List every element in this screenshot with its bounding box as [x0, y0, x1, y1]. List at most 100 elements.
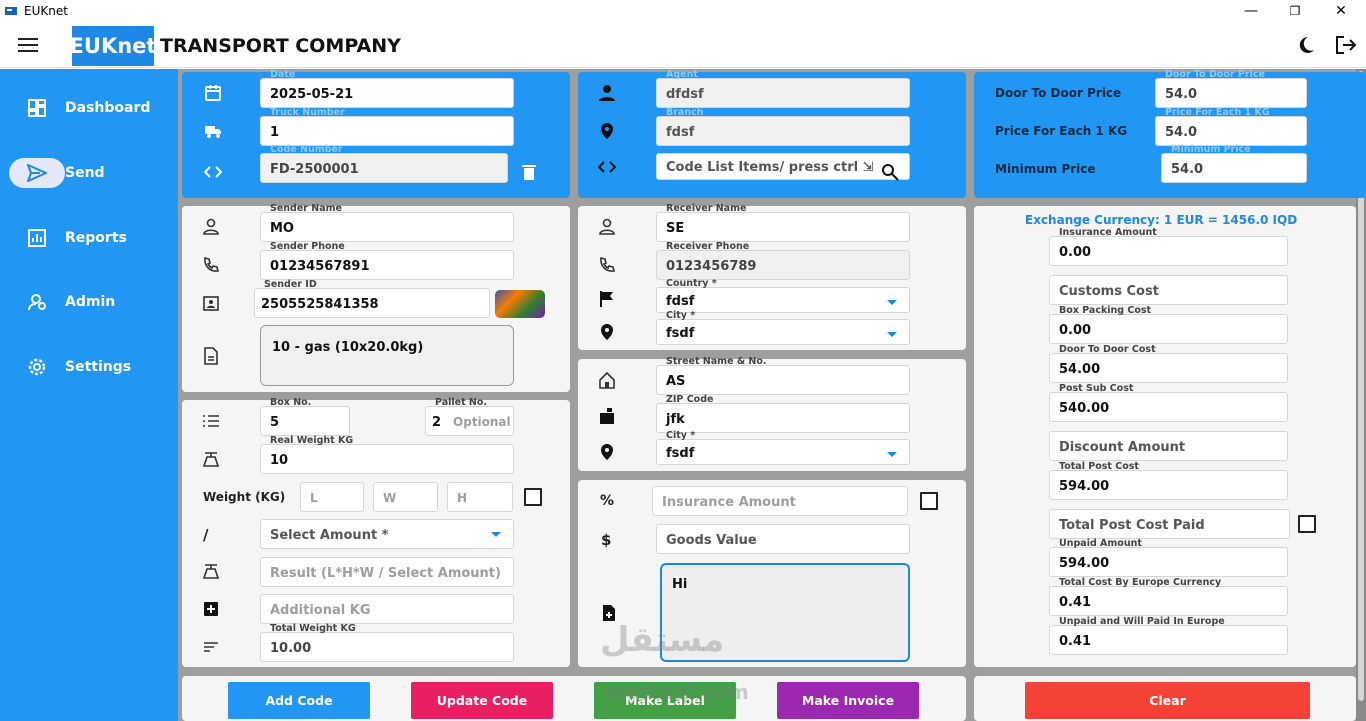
width-input[interactable]: W [373, 482, 438, 512]
notes-textarea[interactable]: Hi [660, 563, 910, 662]
kg-price-field[interactable]: Price For Each 1 KG 54.0 [1155, 108, 1307, 146]
logout-icon[interactable] [1335, 35, 1357, 55]
scale-icon [202, 564, 220, 579]
search-icon[interactable] [881, 163, 899, 181]
person-icon [599, 85, 615, 101]
watermark: مستقل [600, 620, 725, 660]
kg-price-label: Price For Each 1 KG [995, 124, 1128, 138]
receiver-city-select[interactable]: City * fsdf [656, 311, 910, 345]
id-card-icon [203, 296, 219, 311]
pallet-number-field[interactable]: Pallet No. 2 Optional [425, 398, 514, 436]
sender-id-image[interactable] [495, 290, 545, 318]
code-list-search[interactable]: Code List Items/ press ctrl ⇲ [656, 153, 910, 181]
dark-mode-icon[interactable] [1296, 35, 1316, 55]
box-number-field[interactable]: Box No. 5 [260, 398, 350, 436]
sidebar-item-send[interactable]: Send [0, 153, 178, 193]
date-field[interactable]: Date 2025-05-21 [260, 70, 514, 108]
truck-number-field[interactable]: Truck Number 1 [260, 108, 514, 146]
phone-icon [204, 257, 219, 272]
door-cost-field[interactable]: Door To Door Cost 54.00 [1049, 345, 1288, 383]
unpaid-amount-field[interactable]: Unpaid Amount 594.00 [1049, 539, 1288, 577]
flag-icon [600, 291, 613, 307]
agent-field[interactable]: Agent dfdsf [656, 70, 910, 108]
person-icon [599, 218, 615, 235]
reports-icon [27, 228, 47, 248]
real-weight-field[interactable]: Real Weight KG 10 [260, 436, 514, 474]
delete-icon[interactable] [520, 163, 538, 181]
add-code-button[interactable]: Add Code [228, 682, 370, 719]
select-amount-dropdown[interactable]: Select Amount * [260, 519, 514, 549]
update-code-button[interactable]: Update Code [411, 682, 553, 719]
code-icon [204, 166, 222, 178]
sidebar-item-settings[interactable]: Settings [0, 347, 178, 387]
dashboard-icon [27, 98, 47, 118]
shipment-card: Date 2025-05-21 Truck Number 1 Code Numb… [182, 70, 570, 198]
total-weight-field[interactable]: Total Weight KG 10.00 [260, 624, 514, 662]
menu-icon[interactable] [18, 38, 38, 52]
sort-icon [204, 642, 218, 652]
dollar-icon: $ [601, 531, 612, 549]
paid-checkbox[interactable] [1298, 515, 1316, 533]
sender-card: Sender Name MO Sender Phone 01234567891 … [182, 204, 570, 392]
europe-cost-field[interactable]: Total Cost By Europe Currency 0.41 [1049, 578, 1288, 616]
zip-field[interactable]: ZIP Code jfk [656, 395, 910, 433]
receiver-name-field[interactable]: Receiver Name SE [656, 204, 910, 242]
sidebar-item-label: Dashboard [65, 100, 151, 116]
min-price-label: Minimum Price [995, 162, 1096, 176]
customs-cost-field[interactable]: Customs Cost [1049, 275, 1288, 305]
insurance-checkbox[interactable] [920, 492, 938, 510]
insurance-amount-input[interactable]: Insurance Amount [652, 486, 908, 516]
post-sub-cost-field[interactable]: Post Sub Cost 540.00 [1049, 384, 1288, 422]
pricing-card: Door To Door Price Door To Door Price 54… [974, 70, 1366, 198]
door-price-field[interactable]: Door To Door Price 54.0 [1155, 70, 1307, 108]
location-icon [601, 444, 613, 460]
sender-phone-field[interactable]: Sender Phone 01234567891 [260, 242, 514, 280]
total-post-cost-paid-field[interactable]: Total Post Cost Paid [1049, 509, 1290, 539]
receiver-card: Receiver Name SE Receiver Phone 01234567… [578, 204, 966, 350]
result-field[interactable]: Result (L*H*W / Select Amount) [260, 557, 514, 587]
company-name: TRANSPORT COMPANY [160, 35, 401, 57]
scrollbar[interactable] [1356, 69, 1366, 721]
code-number-field[interactable]: Code Number FD-2500001 [260, 145, 508, 183]
calendar-icon [205, 85, 221, 101]
min-price-field[interactable]: Minimum Price 54.0 [1161, 145, 1307, 183]
location-icon [601, 324, 613, 340]
insurance-cost-field[interactable]: Insurance Amount 0.00 [1049, 228, 1288, 266]
watermark-url: mostaql.com [604, 680, 749, 704]
branch-field[interactable]: Branch fdsf [656, 108, 910, 146]
sidebar-item-label: Admin [65, 294, 116, 310]
sender-name-field[interactable]: Sender Name MO [260, 204, 514, 242]
total-post-cost-field[interactable]: Total Post Cost 594.00 [1049, 462, 1288, 500]
weight-card: Box No. 5 Pallet No. 2 Optional Real Wei… [182, 398, 570, 667]
phone-icon [600, 257, 615, 272]
sidebar-item-label: Send [65, 165, 105, 181]
address-card: Street Name & No. AS ZIP Code jfk City *… [578, 357, 966, 471]
document-icon [204, 347, 218, 365]
dimensions-checkbox[interactable] [524, 488, 542, 506]
make-invoice-button[interactable]: Make Invoice [777, 682, 919, 719]
goods-description[interactable]: 10 - gas (10x20.0kg) [260, 325, 514, 386]
additional-kg-field[interactable]: Additional KG [260, 594, 514, 624]
address-city-select[interactable]: City * fsdf [656, 431, 910, 465]
goods-value-input[interactable]: Goods Value [656, 524, 910, 554]
close-button[interactable]: ✕ [1335, 3, 1347, 19]
box-packing-cost-field[interactable]: Box Packing Cost 0.00 [1049, 306, 1288, 344]
maximize-button[interactable]: ❐ [1289, 4, 1301, 18]
admin-icon [27, 292, 47, 312]
make-label-button[interactable]: Make Label [594, 682, 736, 719]
unpaid-europe-field[interactable]: Unpaid and Will Paid In Europe 0.41 [1049, 617, 1288, 655]
sender-id-field[interactable]: Sender ID 2505525841358 [254, 280, 490, 318]
country-select[interactable]: Country * fdsf [656, 279, 910, 313]
length-input[interactable]: L [300, 482, 364, 512]
minimize-button[interactable]: — [1244, 3, 1258, 19]
sidebar: Dashboard Send Reports Admin Settings [0, 69, 178, 721]
sidebar-item-dashboard[interactable]: Dashboard [0, 88, 178, 128]
sidebar-item-reports[interactable]: Reports [0, 218, 178, 258]
list-icon [203, 415, 219, 427]
sidebar-item-admin[interactable]: Admin [0, 282, 178, 322]
discount-amount-field[interactable]: Discount Amount [1049, 431, 1288, 461]
receiver-phone-field[interactable]: Receiver Phone 0123456789 [656, 242, 910, 280]
clear-button[interactable]: Clear [1025, 682, 1310, 719]
street-field[interactable]: Street Name & No. AS [656, 357, 910, 395]
height-input[interactable]: H [447, 482, 513, 512]
